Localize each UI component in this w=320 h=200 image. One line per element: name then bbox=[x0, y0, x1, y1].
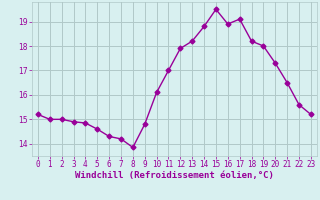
X-axis label: Windchill (Refroidissement éolien,°C): Windchill (Refroidissement éolien,°C) bbox=[75, 171, 274, 180]
